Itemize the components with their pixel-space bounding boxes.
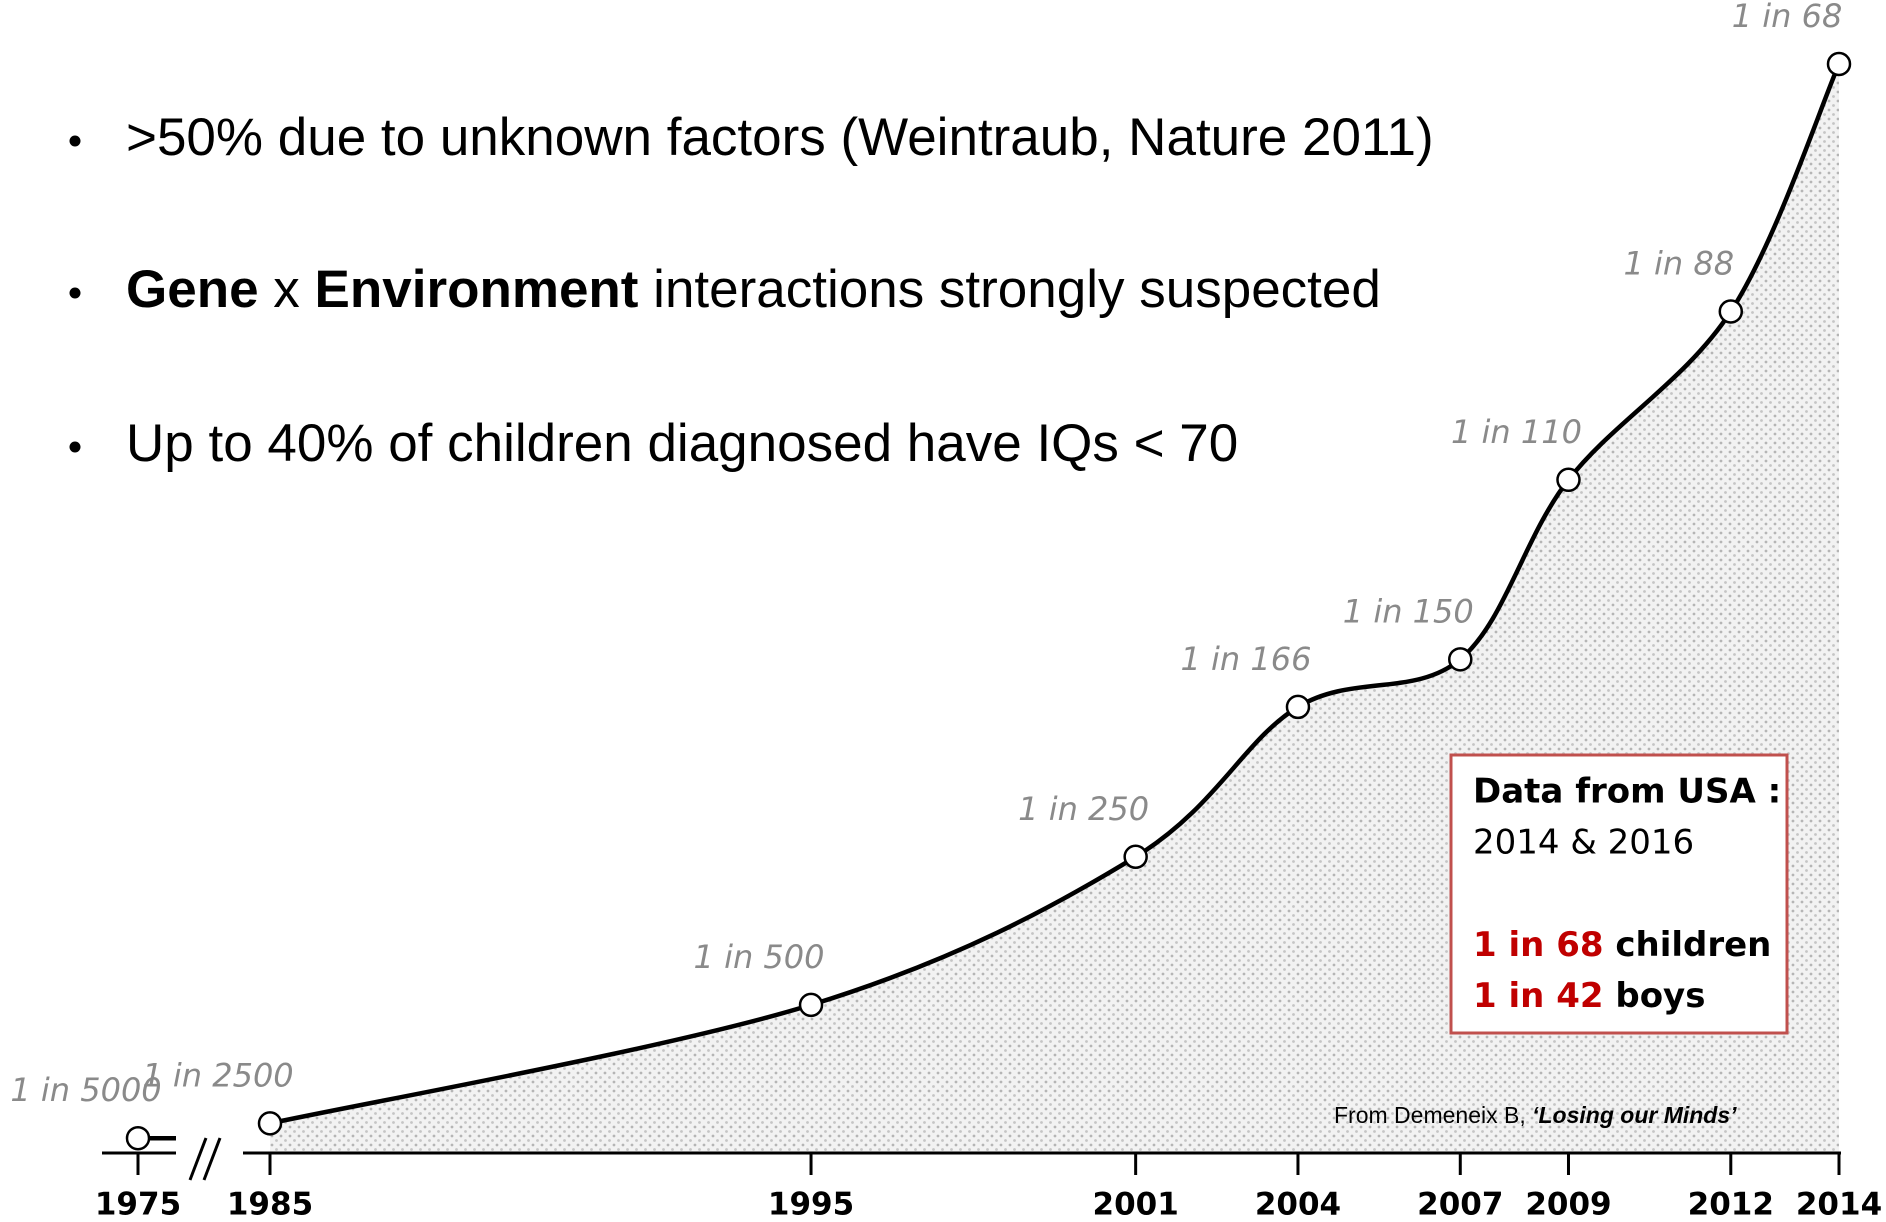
x-tick-label: 2001 <box>1093 1187 1179 1222</box>
bullet-segment: Environment <box>315 260 639 319</box>
bullet-dot <box>69 135 81 147</box>
bullet-segment: >50% due to unknown factors (Weintraub, … <box>126 108 1434 167</box>
box-line: 1 in 68 children <box>1473 925 1771 965</box>
source-note: From Demeneix B, ‘Losing our Minds’ <box>1334 1102 1737 1128</box>
data-label: 1 in 5000 <box>10 1071 161 1109</box>
bullet-segment: x <box>259 260 315 319</box>
x-tick-label: 2007 <box>1417 1187 1503 1222</box>
bullet-text: >50% due to unknown factors (Weintraub, … <box>126 108 1434 167</box>
point <box>1718 299 1744 324</box>
data-label: 1 in 110 <box>1451 413 1582 451</box>
x-tick-label: 2009 <box>1525 1187 1611 1222</box>
point <box>798 992 824 1018</box>
point <box>1826 51 1852 77</box>
bullet-segment: Gene <box>126 260 259 319</box>
point <box>1123 844 1148 870</box>
point <box>257 1111 283 1136</box>
data-label: 1 in 88 <box>1623 245 1734 283</box>
data-label: 1 in 500 <box>694 938 825 976</box>
x-tick-label: 1975 <box>95 1187 181 1222</box>
info-box <box>1449 753 1789 1035</box>
axis-break <box>188 1137 208 1181</box>
point <box>1285 694 1311 720</box>
x-tick-label: 1995 <box>768 1187 854 1222</box>
box-line: 1 in 42 boys <box>1473 976 1705 1016</box>
point <box>1556 467 1581 493</box>
box-rest: children <box>1604 925 1772 965</box>
chart: 1975 1985 1995 2001 2004 2007 2009 2012 2014 1 in… <box>10 0 1882 1222</box>
bullet-segment: Up to 40% of children diagnosed have IQs… <box>126 414 1238 473</box>
x-tick-label: 2012 <box>1688 1187 1774 1222</box>
data-label: 1 in 250 <box>1018 790 1149 828</box>
x-tick-label: 1985 <box>227 1187 313 1222</box>
box-heading: Data from USA : <box>1473 772 1781 812</box>
bullet-text: Up to 40% of children diagnosed have IQs… <box>126 414 1238 473</box>
bullet-text: Gene x Environment interactions strongly… <box>126 260 1381 319</box>
area-fill <box>270 64 1839 1153</box>
bullet-segment: interactions strongly suspected <box>638 260 1380 319</box>
data-label: 1 in 150 <box>1343 592 1474 630</box>
box-rate: 1 in 68 <box>1473 925 1604 965</box>
bullet-list: >50% due to unknown factors (Weintraub, … <box>69 108 1434 473</box>
source-book: ‘Losing our Minds’ <box>1532 1102 1737 1128</box>
data-label: 1 in 166 <box>1180 640 1311 678</box>
box-years: 2014 & 2016 <box>1473 823 1694 863</box>
data-label: 1 in 68 <box>1732 0 1843 35</box>
x-tick-label: 2014 <box>1796 1187 1882 1222</box>
data-label: 1 in 2500 <box>142 1056 293 1094</box>
bullet-dot <box>69 287 81 299</box>
box-rest: boys <box>1604 976 1706 1016</box>
axis-break <box>202 1137 222 1181</box>
point <box>1448 647 1473 672</box>
x-tick-label: 2004 <box>1255 1187 1341 1222</box>
source-prefix: From Demeneix B, <box>1334 1102 1532 1128</box>
box-rate: 1 in 42 <box>1473 976 1604 1016</box>
point <box>125 1125 151 1151</box>
bullet-dot <box>69 441 81 453</box>
